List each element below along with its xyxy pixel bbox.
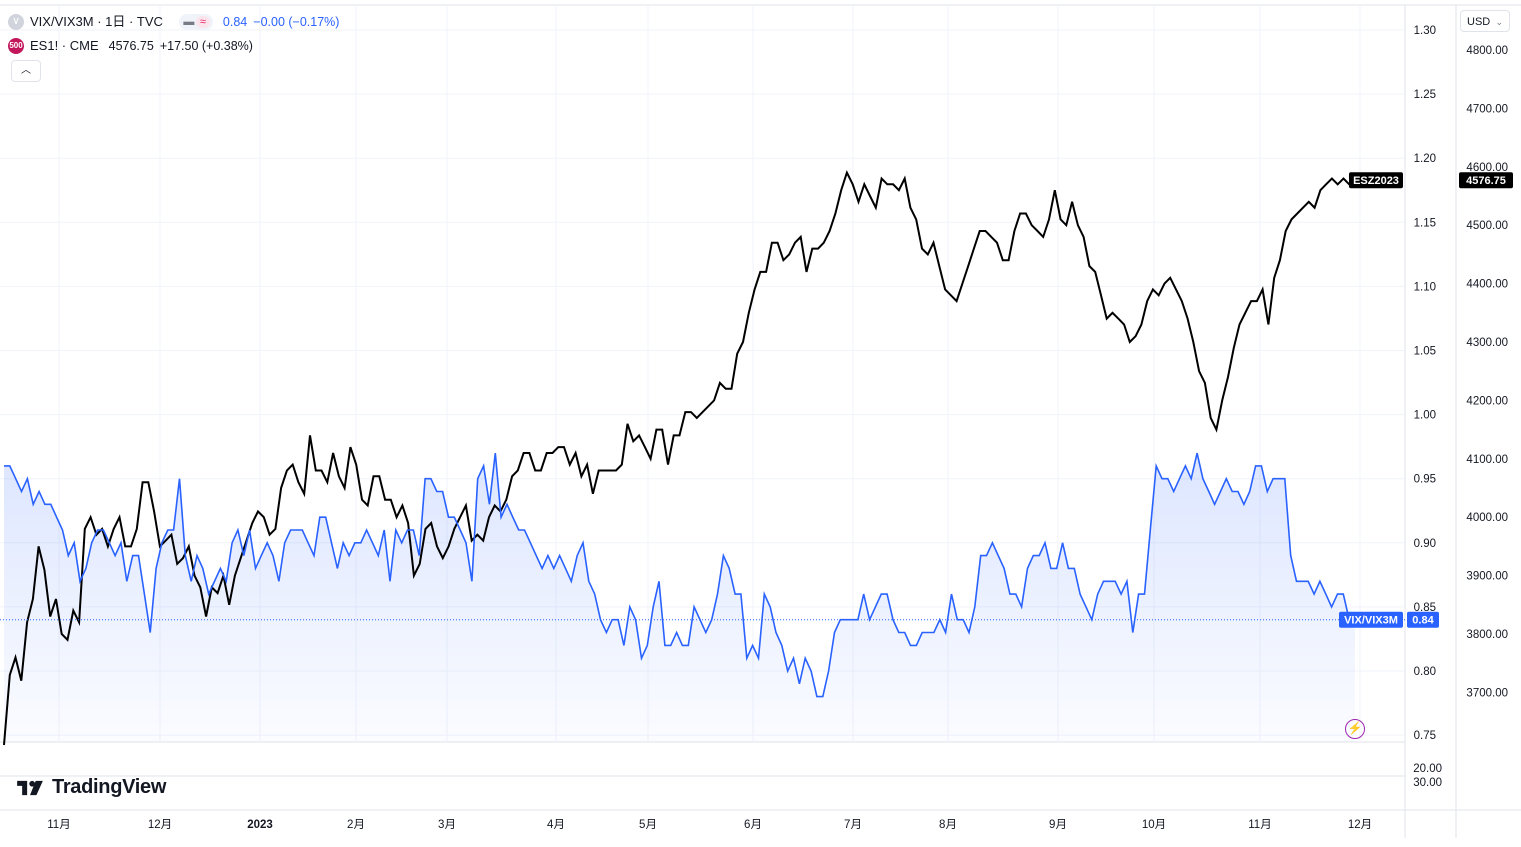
collapse-legend-button[interactable]: ︿ (11, 60, 41, 82)
ratio-axis-tick: 0.95 (1414, 474, 1436, 486)
time-axis-label: 12月 (1348, 819, 1372, 831)
es-series-tag-bg (1349, 172, 1403, 189)
axes: 1.30 1.25 1.20 1.15 1.10 1.05 1.00 0.95 0.90 0.85… (47, 25, 1508, 831)
time-axis-label: 5月 (639, 819, 657, 831)
main-symbol-name[interactable]: VIX/VIX3M · 1日 · TVC (30, 14, 163, 29)
es-series-tag: ESZ2023 (1349, 172, 1403, 189)
chevron-down-icon: ⌄ (1495, 17, 1503, 27)
vix-area-fill (4, 453, 1355, 742)
compare-value: 4576.75 (108, 39, 154, 53)
ratio-axis-tick: 0.80 (1414, 666, 1436, 678)
es-series-tag-text: ESZ2023 (1353, 175, 1399, 187)
price-axis-tick: 4800.00 (1466, 45, 1508, 57)
es-last-value-tag-text: 4576.75 (1466, 175, 1506, 187)
lightning-icon[interactable]: ⚡ (1345, 719, 1365, 739)
vix-series-tag-bg (1339, 611, 1403, 628)
price-axis-tick: 4300.00 (1466, 337, 1508, 349)
legend-main-row[interactable]: V VIX/VIX3M · 1日 · TVC ▬ ≈ 0.84 −0.00 (−… (8, 10, 345, 34)
es-last-value-tag-bg (1459, 172, 1513, 189)
vix-series-line (4, 452, 1355, 698)
legend-compare-row[interactable]: 500 ES1! · CME 4576.75 +17.50 (+0.38%) (8, 34, 345, 58)
main-change: −0.00 (−0.17%) (253, 15, 340, 29)
currency-select[interactable]: USD ⌄ (1460, 10, 1510, 32)
vix-symbol-icon: V (8, 14, 24, 30)
main-value: 0.84 (222, 15, 248, 29)
vix-area (4, 453, 1355, 742)
price-axis-tick: 4500.00 (1466, 220, 1508, 232)
time-axis-label: 2023 (247, 819, 273, 831)
ratio-axis-tick: 1.00 (1414, 410, 1436, 422)
sp500-logo-icon: 500 (8, 38, 24, 54)
price-axis-tick: 4600.00 (1466, 162, 1508, 174)
time-axis-label: 7月 (844, 819, 862, 831)
price-axis-tick: 3900.00 (1466, 571, 1508, 583)
time-axis-label: 8月 (939, 819, 957, 831)
price-labels: VIX/VIX3M 0.84 ESZ2023 4576.75 (1339, 172, 1513, 628)
price-axis-tick: 4000.00 (1466, 512, 1508, 524)
vix-series-tag: VIX/VIX3M (1339, 611, 1403, 628)
tradingview-brand[interactable]: TradingView (14, 776, 166, 799)
vix-last-value-tag: 0.84 (1407, 611, 1439, 628)
vix-series-tag-text: VIX/VIX3M (1344, 615, 1398, 627)
tradingview-logo-icon (17, 780, 43, 795)
es-series-line (3, 169, 1356, 746)
ratio-axis-tick: 1.05 (1414, 346, 1436, 358)
chevron-up-icon: ︿ (21, 65, 31, 76)
time-axis-label: 11月 (47, 819, 70, 831)
time-axis-label: 4月 (547, 819, 565, 831)
series-lines (0, 169, 1405, 746)
minus-icon[interactable]: ▬ (183, 16, 195, 28)
volume-axis-tick: 20.00 (1413, 763, 1442, 775)
time-axis-label: 9月 (1049, 819, 1067, 831)
compare-change: +17.50 (+0.38%) (159, 39, 253, 53)
ratio-axis-tick: 1.10 (1414, 281, 1436, 293)
visibility-toggle[interactable]: ▬ ≈ (178, 14, 213, 30)
ratio-axis-tick: 1.25 (1414, 89, 1436, 101)
ratio-axis-tick: 0.90 (1414, 538, 1436, 550)
currency-label: USD (1467, 16, 1491, 28)
price-axis-tick: 4400.00 (1466, 279, 1508, 291)
price-axis-tick: 4700.00 (1466, 103, 1508, 115)
es-last-value-tag: 4576.75 (1459, 172, 1513, 189)
compare-wave-icon[interactable]: ≈ (195, 16, 210, 28)
ratio-axis-tick: 1.15 (1414, 217, 1436, 229)
ratio-axis-tick: 1.30 (1414, 25, 1436, 37)
time-axis-label: 6月 (744, 819, 762, 831)
vix-last-value-tag-bg (1407, 611, 1439, 628)
time-axis-label: 10月 (1142, 819, 1166, 831)
ratio-axis-tick: 0.75 (1414, 730, 1436, 742)
time-axis-label: 2月 (347, 819, 365, 831)
price-axis-tick: 4100.00 (1466, 454, 1508, 466)
price-axis-tick: 4200.00 (1466, 395, 1508, 407)
time-axis-label: 12月 (148, 819, 172, 831)
ratio-axis-tick: 0.85 (1414, 602, 1436, 614)
ratio-axis-tick: 1.20 (1414, 153, 1436, 165)
vix-last-value-tag-text: 0.84 (1412, 615, 1434, 627)
time-axis-label: 11月 (1248, 819, 1271, 831)
chart-legend: V VIX/VIX3M · 1日 · TVC ▬ ≈ 0.84 −0.00 (−… (8, 10, 345, 58)
price-axis-tick: 3700.00 (1466, 687, 1508, 699)
price-axis-tick: 3800.00 (1466, 629, 1508, 641)
brand-name: TradingView (52, 776, 167, 798)
volume-axis-tick: 30.00 (1413, 777, 1442, 789)
time-axis-label: 3月 (438, 819, 456, 831)
compare-symbol-name[interactable]: ES1! · CME (30, 38, 99, 53)
